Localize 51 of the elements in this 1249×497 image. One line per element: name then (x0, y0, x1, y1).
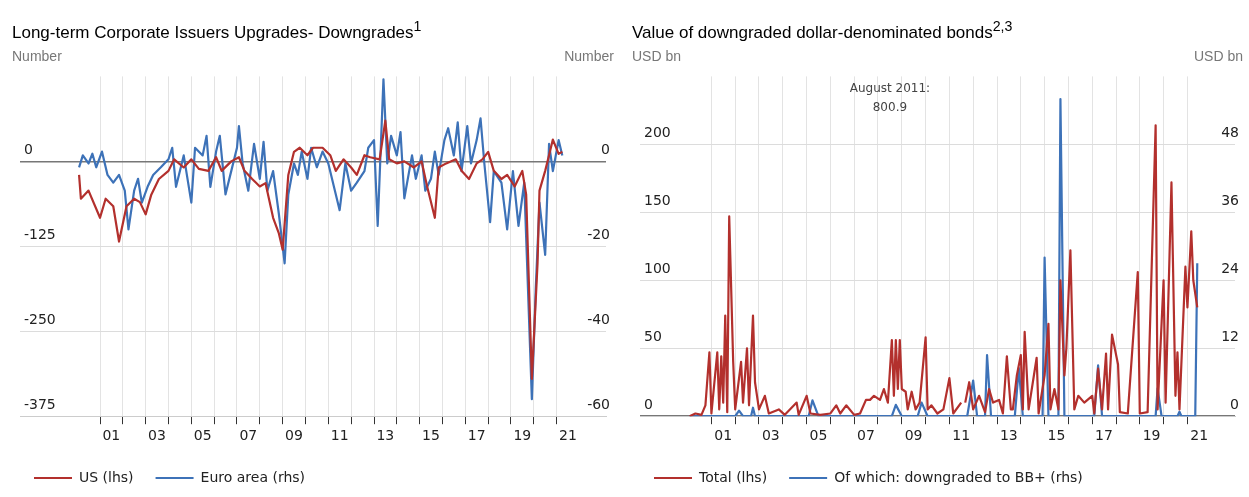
x-tick-label: 09 (904, 427, 923, 444)
x-tick-label: 01 (714, 427, 733, 444)
y-tick-label: 0 (24, 140, 33, 157)
x-tick-label: 13 (376, 427, 395, 444)
x-tick-label: 19 (513, 427, 532, 444)
y2-tick-label: 36 (1221, 191, 1240, 208)
chart-title: Value of downgraded dollar-denominated bonds$^{2,3}$ (631, 17, 1014, 44)
y-tick-label: 100 (644, 259, 671, 276)
y-tick-label: 0 (644, 395, 653, 412)
y2-axis-title: USD bn (1193, 48, 1243, 64)
y-tick-label: -375 (24, 395, 56, 412)
y2-axis-title: Number (564, 48, 614, 64)
y2-tick-label: -60 (587, 395, 610, 412)
legend-label: Total (lhs) (698, 468, 768, 485)
y-tick-label: 50 (644, 327, 662, 344)
y2-tick-label: 48 (1221, 124, 1239, 140)
y-axis-title: Number (12, 48, 62, 64)
x-tick-label: 07 (857, 427, 875, 444)
y-tick-label: -250 (24, 310, 56, 327)
x-tick-label: 05 (809, 427, 828, 444)
y2-tick-label: 0 (1230, 395, 1239, 412)
y2-tick-label: 0 (601, 140, 610, 157)
x-tick-label: 17 (467, 427, 486, 444)
x-tick-label: 21 (1190, 427, 1209, 444)
y-axis-title: USD bn (632, 48, 682, 64)
x-tick-label: 03 (761, 427, 780, 444)
y-tick-label: -125 (24, 225, 56, 242)
x-tick-label: 11 (330, 427, 349, 444)
annotation: August 2011: 800.9 (849, 80, 931, 114)
x-tick-label: 15 (422, 427, 440, 444)
y-tick-label: 200 (644, 124, 671, 140)
y2-tick-label: 24 (1221, 259, 1240, 276)
x-tick-label: 11 (952, 427, 971, 444)
legend-label: US (lhs) (79, 468, 134, 485)
legend-label: Of which: downgraded to BB+ (rhs) (834, 468, 1083, 485)
x-tick-label: 19 (1142, 427, 1161, 444)
x-tick-label: 21 (559, 427, 577, 444)
x-tick-label: 01 (102, 427, 121, 444)
chart-title: Long-term Corporate Issuers Upgrades- Downgrades$^{1}$ (11, 17, 423, 44)
y2-tick-label: -40 (587, 310, 610, 327)
x-tick-label: 09 (285, 427, 303, 444)
x-tick-label: 05 (193, 427, 212, 444)
y-tick-label: 150 (644, 191, 671, 208)
legend-label: Euro area (rhs) (200, 468, 306, 485)
x-tick-label: 15 (1047, 427, 1066, 444)
x-tick-label: 03 (148, 427, 166, 444)
x-tick-label: 07 (239, 427, 258, 444)
y2-tick-label: -20 (587, 225, 610, 242)
y2-tick-label: 12 (1221, 327, 1239, 344)
x-tick-label: 13 (999, 427, 1018, 444)
x-tick-label: 17 (1095, 427, 1113, 444)
